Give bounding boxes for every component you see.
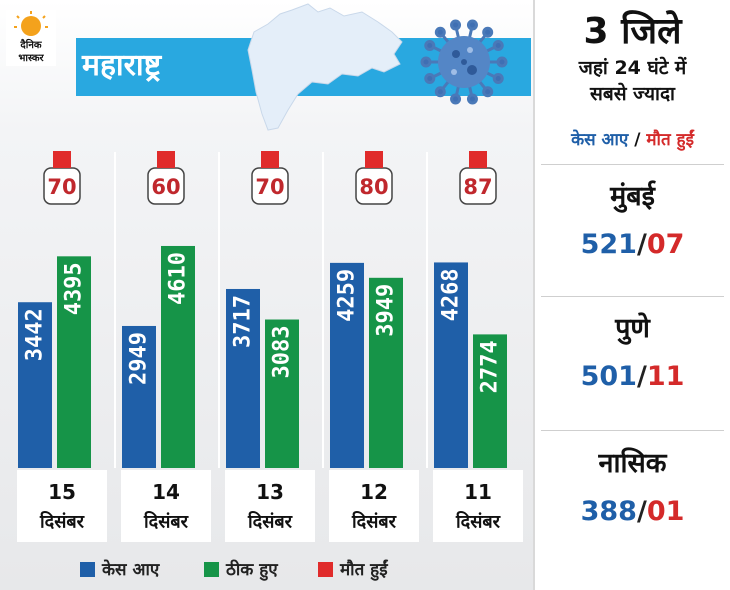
sidebar-key: केस आए / मौत हुईं [535,128,730,152]
bar-value-label: 3442 [23,308,48,361]
district-figures: 501/11 [535,358,730,396]
district-separator [541,296,724,297]
bar-value-label: 4395 [62,262,87,315]
death-marker [157,151,175,168]
death-value-label: 70 [47,175,76,199]
death-value-label: 80 [359,175,388,199]
district-separator [541,164,724,165]
date-box [433,470,523,542]
logo-line1: दैनिक [19,38,42,51]
district-cases: 521 [580,229,637,260]
maharashtra-map-icon [247,3,403,131]
bar [161,245,195,468]
district-cases: 388 [580,496,637,527]
x-tick-month: दिसंबर [455,511,501,533]
district-slash: / [636,229,647,260]
bar [369,277,403,468]
district-figures: 521/07 [535,226,730,264]
date-box [329,470,419,542]
bar-value-label: 2949 [127,332,152,385]
bar-value-label: 4259 [335,269,360,322]
bar-value-label: 3949 [374,284,399,337]
bar [330,262,364,468]
bar-value-label: 2774 [478,340,503,393]
bar [434,262,468,468]
x-tick-month: दिसंबर [143,511,189,533]
bar [18,302,52,468]
chart-panel: दैनिक भास्कर महाराष्ट्र 3442 4395 2949 4610… [0,0,533,590]
key-deaths: मौत हुईं [646,130,694,150]
bar [57,256,91,468]
dainik-bhaskar-logo: दैनिक भास्कर [6,10,56,66]
bar [265,319,299,468]
x-tick-day: 15 [48,480,76,504]
death-value-label: 87 [463,175,492,199]
key-cases: केस आए [571,130,629,150]
page-title: महाराष्ट्र [82,48,162,83]
x-tick-day: 14 [152,480,180,504]
district-name: मुंबई [610,181,655,212]
logo-line2: भास्कर [18,53,44,64]
district-slash: / [636,496,647,527]
bar [122,325,156,468]
sidebar-subheading-2: सबसे ज्यादा [590,83,675,105]
bar-value-label: 4610 [166,252,191,305]
district-name: पुणे [615,313,650,344]
district-slash: / [636,361,647,392]
district-cases: 501 [580,361,637,392]
death-value-label: 70 [255,175,284,199]
sidebar-heading: 3 जिले [583,11,682,52]
district-deaths: 01 [646,496,685,527]
x-tick-day: 13 [256,480,284,504]
legend-label: ठीक हुए [225,559,278,581]
bar [226,288,260,468]
district-separator [541,430,724,431]
x-tick-month: दिसंबर [351,511,397,533]
date-box [17,470,107,542]
legend-swatch [318,562,333,577]
death-marker [261,151,279,168]
key-slash: / [634,130,641,150]
top-districts-panel: 3 जिले जहां 24 घंटे में सबसे ज्यादा केस … [533,0,730,590]
death-marker [365,151,383,168]
bar-value-label: 3717 [231,295,256,348]
sidebar-subheading-1: जहां 24 घंटे में [578,57,687,79]
district-figures: 388/01 [535,493,730,531]
x-tick-month: दिसंबर [39,511,85,533]
legend-swatch [80,562,95,577]
district-deaths: 07 [646,229,685,260]
district-deaths: 11 [646,361,685,392]
death-marker [53,151,71,168]
legend-label: केस आए [101,559,160,580]
x-tick-month: दिसंबर [247,511,293,533]
death-value-label: 60 [151,175,180,199]
bar [473,334,507,468]
legend-label: मौत हुईं [339,559,389,581]
coronavirus-icon [420,19,508,105]
x-tick-day: 11 [464,480,492,504]
date-box [225,470,315,542]
bar-value-label: 4268 [439,268,464,321]
death-marker [469,151,487,168]
date-box [121,470,211,542]
district-name: नासिक [598,448,667,479]
bar-chart: 3442 4395 2949 4610 3717 3083 4259 3949 4268 2774… [17,151,523,581]
legend-swatch [204,562,219,577]
x-tick-day: 12 [360,480,388,504]
bar-value-label: 3083 [270,326,295,379]
